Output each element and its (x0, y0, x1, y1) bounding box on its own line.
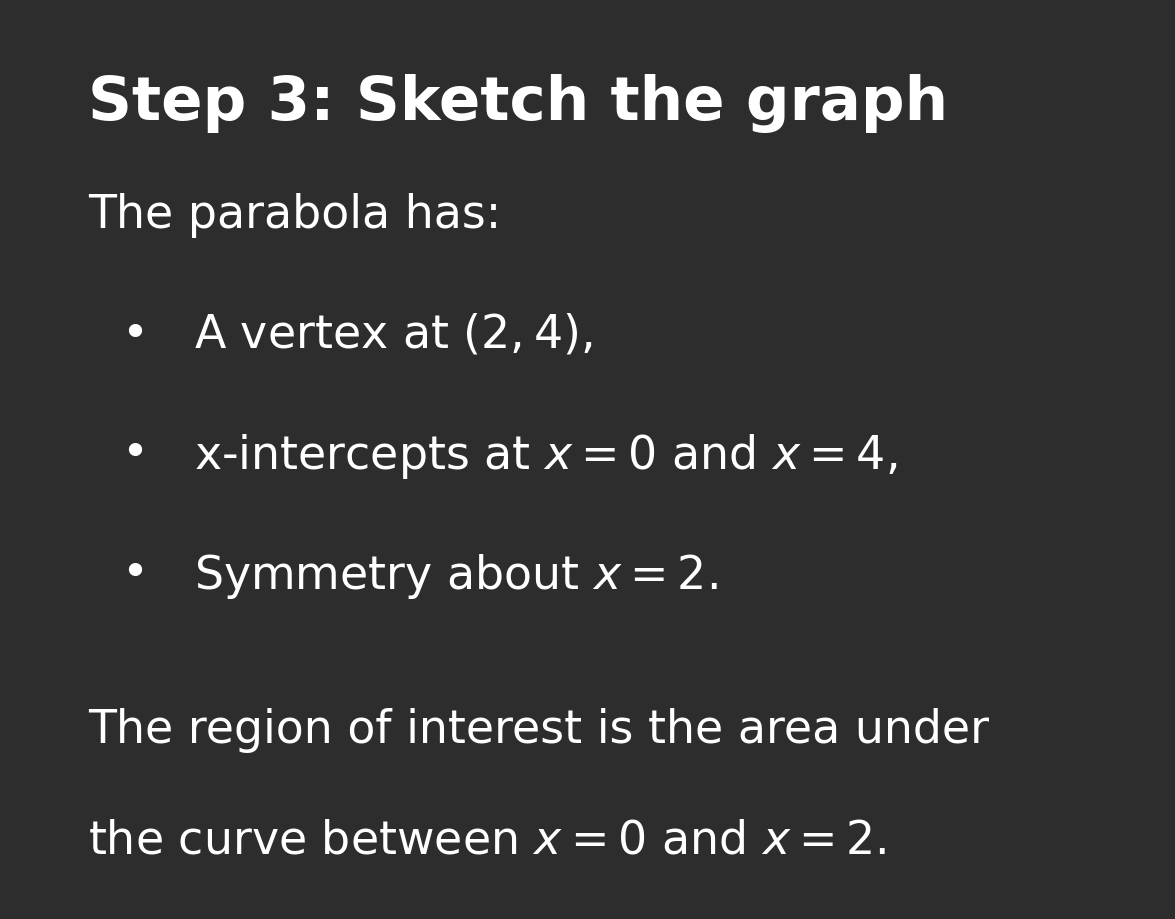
Text: x-intercepts at $x = 0$ and $x = 4$,: x-intercepts at $x = 0$ and $x = 4$, (194, 432, 897, 481)
Text: Symmetry about $x = 2$.: Symmetry about $x = 2$. (194, 551, 718, 600)
Text: The region of interest is the area under: The region of interest is the area under (88, 708, 989, 753)
Text: •: • (122, 312, 148, 357)
Text: The parabola has:: The parabola has: (88, 193, 502, 238)
Text: •: • (122, 551, 148, 596)
Text: Step 3: Sketch the graph: Step 3: Sketch the graph (88, 74, 948, 132)
Text: •: • (122, 432, 148, 477)
Text: the curve between $x = 0$ and $x = 2$.: the curve between $x = 0$ and $x = 2$. (88, 818, 886, 863)
Text: A vertex at $(2, 4)$,: A vertex at $(2, 4)$, (194, 312, 592, 357)
